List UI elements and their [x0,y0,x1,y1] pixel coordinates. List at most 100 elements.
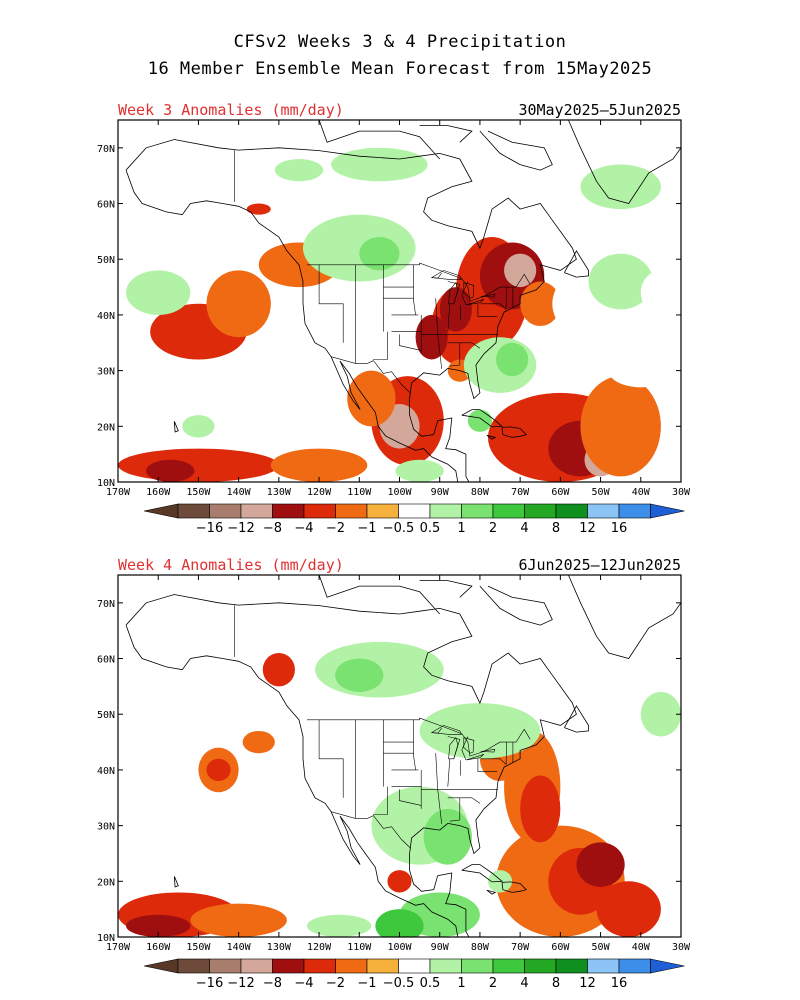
week3-anomaly-field [118,147,681,482]
colorbar-label: −0.5 [383,976,415,991]
lon-tick-label: 70W [511,487,530,498]
anomaly-region [395,459,444,482]
colorbar-swatch [618,503,651,519]
anomaly-region [640,691,681,737]
boundary [449,342,461,367]
lon-tick-label: 140W [227,487,252,498]
anomaly-region [307,914,372,937]
colorbar-high-arrow [650,503,685,519]
coastline [173,876,179,888]
boundary [480,758,507,765]
colorbar-swatch [209,503,242,519]
coastline [566,120,681,204]
lon-tick-label: 30W [672,942,691,953]
anomaly-region [118,764,159,832]
boundary [447,342,481,349]
anomaly-region [439,287,472,332]
boundary [318,264,344,343]
lon-tick-label: 100W [387,942,412,953]
colorbar-swatch [335,958,368,974]
anomaly-region [608,353,673,388]
week3-panel-dates: 30May2025–5Jun2025 [518,101,681,119]
coastline [173,421,179,433]
anomaly-region [359,236,400,271]
colorbar-low-arrow [143,503,179,519]
lat-tick-label: 30N [97,367,115,378]
colorbar-label: 2 [489,976,497,991]
lon-tick-label: 80W [471,942,490,953]
anomaly-region [270,448,368,482]
anomaly-region [467,409,492,432]
lon-tick-label: 130W [267,487,292,498]
week4-colorbar: −16 −12 −8 −4 −2 −1 −0.5 0.5 1 2 4 8 12 16 [143,958,685,991]
lake-outline [430,725,462,735]
anomaly-region [580,376,661,477]
lon-tick-label: 60W [551,487,570,498]
colorbar-swatch [209,958,242,974]
boundary [447,797,481,804]
colorbar-swatch [461,958,494,974]
coastline [125,624,459,937]
lon-tick-label: 50W [592,487,611,498]
boundary [449,797,461,822]
coastline [501,881,527,893]
colorbar-label: −8 [263,521,282,536]
coastline [318,120,440,160]
week4-panel-dates: 6Jun2025–12Jun2025 [518,556,681,574]
anomaly-region [387,870,412,893]
boundary [399,789,422,806]
colorbar-swatch [303,958,336,974]
colorbar-swatch [398,503,431,519]
boundary [318,719,344,798]
lat-tick-label: 10N [97,933,115,944]
coastline [564,705,589,733]
lon-tick-label: 110W [347,942,372,953]
anomaly-region [335,658,384,692]
coastline [479,130,553,171]
lon-tick-label: 170W [106,942,131,953]
boundary [461,281,469,306]
boundary [373,786,388,815]
colorbar-label: 2 [489,521,497,536]
lon-tick-label: 130W [267,942,292,953]
boundary [331,811,412,849]
lake-outline [448,736,459,760]
lat-tick-label: 70N [97,599,115,610]
colorbar-swatch [429,503,462,519]
anomaly-region [520,775,561,843]
lake-outline [466,754,485,761]
colorbar-label: −12 [227,521,254,536]
week3-panel-label: Week 3 Anomalies (mm/day) [118,101,344,119]
colorbar-swatch [177,503,210,519]
anomaly-region [182,415,215,438]
boundary [480,303,507,310]
lat-tick-label: 60N [97,200,115,211]
colorbar-swatch [587,958,620,974]
lat-tick-label: 40N [97,766,115,777]
lake-outline [463,737,475,754]
lon-tick-label: 90W [431,942,450,953]
colorbar-swatch [366,958,399,974]
anomaly-region [580,164,661,210]
anomaly-region [246,203,271,215]
coastline [125,139,577,482]
coastline [419,125,473,143]
lon-tick-label: 90W [431,487,450,498]
anomaly-region [576,842,625,887]
coastline [564,250,589,278]
lake-outline [480,293,496,298]
figure-title-line2: 16 Member Ensemble Mean Forecast from 15… [148,59,653,79]
anomaly-region [419,703,541,759]
colorbar-label: −2 [326,976,345,991]
lon-tick-label: 120W [307,487,332,498]
colorbar-label: −1 [357,521,376,536]
lon-tick-label: 50W [592,942,611,953]
week4-coastlines [125,575,681,937]
boundary [307,262,531,302]
colorbar-label: 1 [457,976,465,991]
colorbar-label: 8 [552,976,560,991]
lat-tick-label: 50N [97,255,115,266]
lon-tick-label: 30W [672,487,691,498]
colorbar-label: 0.5 [420,521,441,536]
